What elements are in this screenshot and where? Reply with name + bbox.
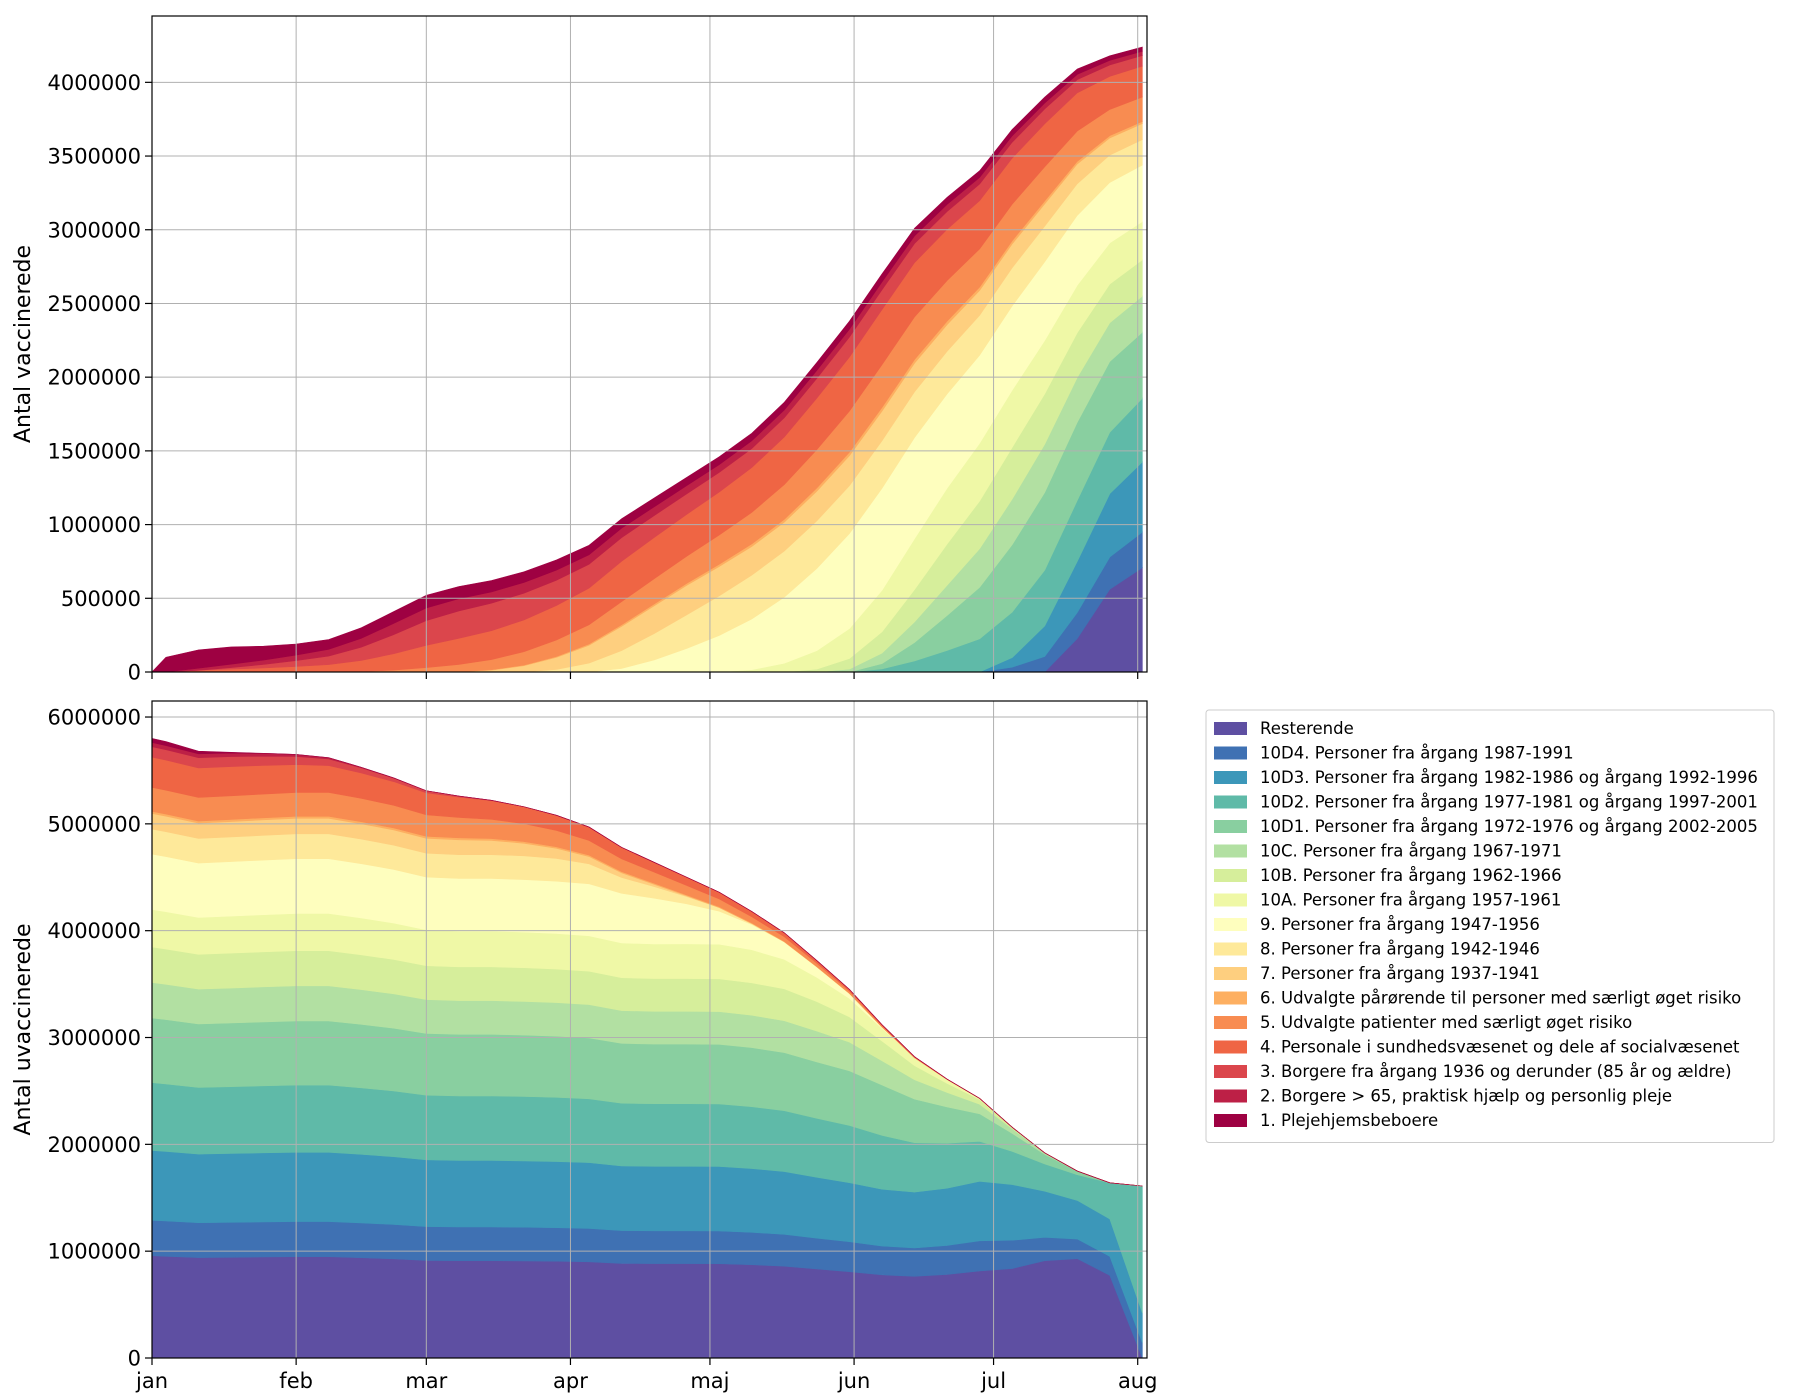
unvaccinated-y-tick-label: 3000000	[47, 1026, 141, 1050]
legend-swatch	[1214, 771, 1247, 784]
unvaccinated-y-tick-label: 0	[128, 1347, 141, 1371]
legend-swatch	[1214, 893, 1247, 907]
legend-swatch	[1214, 1016, 1247, 1029]
legend-entry-label: 6. Udvalgte pårørende til personer med s…	[1260, 989, 1741, 1008]
legend: Resterende 10D4. Personer fra årgang 1987…	[1205, 709, 1775, 1143]
legend-entry-label: 10C. Personer fra årgang 1967-1971	[1260, 842, 1562, 861]
vaccinated-y-tick-label: 4000000	[47, 71, 141, 95]
legend-swatch	[1214, 869, 1247, 882]
unvaccinated-y-tick-label: 1000000	[47, 1240, 141, 1264]
unvaccinated-x-tick-label: maj	[690, 1369, 729, 1393]
unvaccinated-y-tick-label: 5000000	[47, 812, 141, 836]
legend-entry-label: 9. Personer fra årgang 1947-1956	[1260, 915, 1540, 934]
vaccinated-y-tick-label: 1000000	[47, 513, 141, 537]
vaccinated-x-ticks	[151, 672, 1139, 679]
legend-swatch	[1214, 967, 1247, 980]
vaccinated-y-tick-label: 0	[128, 661, 141, 685]
legend-swatch	[1214, 1065, 1247, 1078]
vaccinated-y-ticks: 0 500000 1000000 1500000 2000000 2500000 30000…	[47, 71, 152, 685]
legend-entry-label: 2. Borgere > 65, praktisk hjælp og perso…	[1260, 1087, 1672, 1106]
legend-swatch	[1214, 1089, 1247, 1103]
legend-box	[1205, 709, 1775, 1143]
vaccinated-area-chart: 0 500000 1000000 1500000 2000000 2500000 30000…	[11, 15, 1148, 685]
legend-entry-label: 1. Plejehjemsbeboere	[1260, 1111, 1438, 1130]
vaccinated-y-tick-label: 1500000	[47, 439, 141, 463]
legend-swatch	[1214, 918, 1247, 931]
legend-swatch	[1214, 820, 1247, 833]
legend-entries: Resterende 10D4. Personer fra årgang 1987…	[1214, 719, 1758, 1130]
legend-entry-label: 3. Borgere fra årgang 1936 og derunder (…	[1260, 1062, 1732, 1081]
unvaccinated-x-tick-label: jul	[980, 1369, 1006, 1393]
unvaccinated-y-ticks: 0 1000000 2000000 3000000 4000000 5000000 6000…	[47, 706, 152, 1371]
legend-entry-label: 10D2. Personer fra årgang 1977-1981 og å…	[1260, 793, 1758, 812]
unvaccinated-area-17	[151, 738, 1143, 1187]
vaccinated-plot-frame	[151, 15, 1148, 673]
vaccinated-y-tick-label: 2500000	[47, 292, 141, 316]
legend-swatch	[1214, 746, 1247, 760]
unvaccinated-plot-frame	[151, 700, 1148, 1359]
legend-swatch	[1214, 991, 1247, 1005]
legend-swatch	[1214, 844, 1247, 858]
legend-entry-label: 7. Personer fra årgang 1937-1941	[1260, 964, 1540, 983]
vaccinated-area-17	[151, 46, 1143, 673]
legend-entry-label: 10D3. Personer fra årgang 1982-1986 og å…	[1260, 768, 1758, 787]
legend-entry-label: 5. Udvalgte patienter med særligt øget r…	[1260, 1013, 1632, 1032]
unvaccinated-x-tick-label: aug	[1118, 1369, 1158, 1393]
unvaccinated-x-tick-label: jun	[837, 1369, 870, 1393]
unvaccinated-y-tick-label: 2000000	[47, 1133, 141, 1157]
legend-swatch	[1214, 795, 1247, 809]
legend-swatch	[1214, 722, 1247, 735]
vaccinated-y-tick-label: 500000	[61, 587, 141, 611]
unvaccinated-y-tick-label: 4000000	[47, 919, 141, 943]
vaccinated-stacked-areas	[151, 46, 1143, 673]
unvaccinated-x-ticks: jan feb mar apr maj jun jul aug	[135, 1358, 1157, 1393]
legend-swatch	[1214, 1040, 1247, 1054]
vaccinated-y-tick-label: 3000000	[47, 218, 141, 242]
unvaccinated-y-tick-label: 6000000	[47, 706, 141, 730]
unvaccinated-x-tick-label: feb	[279, 1369, 313, 1393]
legend-entry-label: 10D1. Personer fra årgang 1972-1976 og å…	[1260, 817, 1758, 836]
vaccinated-y-tick-label: 3500000	[47, 145, 141, 169]
unvaccinated-x-tick-label: apr	[553, 1369, 588, 1393]
legend-swatch	[1214, 942, 1247, 956]
vaccinated-y-tick-label: 2000000	[47, 366, 141, 390]
unvaccinated-x-tick-label: mar	[405, 1369, 447, 1393]
legend-entry-label: 4. Personale i sundhedsvæsenet og dele a…	[1260, 1038, 1740, 1057]
vaccinated-y-axis-label: Antal vaccinerede	[11, 245, 36, 443]
unvaccinated-y-axis-label: Antal uvaccinerede	[11, 923, 36, 1135]
legend-swatch	[1214, 1114, 1247, 1127]
unvaccinated-stacked-areas	[151, 738, 1143, 1359]
legend-entry-label: 10B. Personer fra årgang 1962-1966	[1260, 866, 1562, 885]
legend-entry-label: 8. Personer fra årgang 1942-1946	[1260, 940, 1540, 959]
legend-entry-label: Resterende	[1260, 719, 1354, 738]
unvaccinated-x-tick-label: jan	[135, 1369, 168, 1393]
legend-entry-label: 10D4. Personer fra årgang 1987-1991	[1260, 744, 1574, 763]
legend-entry-label: 10A. Personer fra årgang 1957-1961	[1260, 891, 1561, 910]
unvaccinated-area-chart: 0 1000000 2000000 3000000 4000000 5000000 6000…	[11, 700, 1157, 1393]
